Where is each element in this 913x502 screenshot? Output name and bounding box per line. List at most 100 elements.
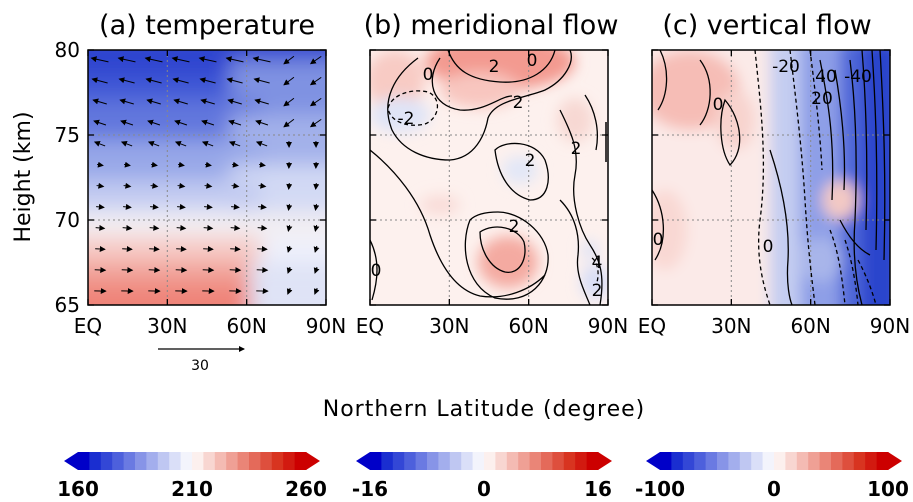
panel-b-contour-labels: 0 2 -2 2 0 2 2 0 2 4 2	[371, 51, 603, 301]
wind-vector	[283, 97, 295, 107]
panel-b-contours	[370, 50, 603, 305]
colorbar-swatch	[461, 452, 474, 470]
contour-label: 4	[592, 253, 603, 273]
wind-vector	[313, 287, 320, 295]
wind-vector	[286, 245, 293, 253]
y-tick-label: 75	[55, 123, 80, 147]
wind-vector	[146, 98, 161, 105]
wind-vector	[226, 77, 243, 84]
reference-vector-label: 30	[191, 358, 209, 374]
colorbar-high-triangle	[598, 452, 612, 470]
colorbar-swatch	[865, 452, 878, 470]
x-tick-label: EQ	[74, 314, 102, 338]
panel-a-title: (a) temperature	[99, 10, 315, 41]
colorbar-swatch	[575, 452, 588, 470]
wind-vector	[313, 203, 320, 211]
colorbar-label: -16	[352, 477, 388, 501]
panel-a-wind-vectors	[90, 55, 322, 295]
colorbar-swatch	[484, 452, 496, 470]
wind-vector	[253, 77, 270, 84]
contour-label: 2	[525, 151, 536, 171]
wind-vector	[255, 119, 269, 126]
wind-vector	[177, 161, 185, 168]
colorbar-label: 260	[285, 477, 327, 501]
wind-vector	[119, 98, 134, 105]
colorbar-swatch	[381, 452, 394, 470]
wind-vector	[123, 161, 131, 168]
panel-b-title: (b) meridional flow	[364, 10, 619, 41]
panel-c-field	[652, 50, 890, 305]
wind-vector	[93, 119, 107, 126]
wind-vector	[204, 203, 213, 210]
colorbar-label: 16	[584, 477, 612, 501]
y-tick-label: 80	[55, 38, 80, 62]
colorbar-swatch	[180, 452, 193, 470]
colorbar-swatch	[294, 452, 307, 470]
x-tick-label: 60N	[508, 314, 548, 338]
wind-vector	[173, 98, 188, 105]
x-tick-label: 30N	[147, 314, 187, 338]
contour-label: -20	[772, 57, 800, 77]
colorbar-swatch	[694, 452, 707, 470]
wind-vector	[201, 141, 214, 147]
colorbar-swatch	[808, 452, 821, 470]
x-tick-label: 30N	[711, 314, 751, 338]
colorbar-swatch	[751, 452, 764, 470]
colorbar-swatch	[660, 452, 672, 470]
colorbar-swatch	[518, 452, 531, 470]
wind-vector	[286, 224, 293, 232]
colorbar-swatch	[415, 452, 428, 470]
wind-vector	[123, 203, 132, 210]
wind-vector	[92, 98, 107, 105]
panel-b-frame	[369, 49, 609, 306]
x-tick-label: 30N	[429, 314, 469, 338]
wind-vector	[286, 203, 293, 211]
wind-vector	[117, 56, 136, 63]
colorbar-swatch	[853, 452, 866, 470]
wind-vector	[150, 182, 159, 189]
wind-vector	[258, 161, 266, 168]
wind-vector	[95, 245, 106, 252]
wind-vector	[313, 182, 320, 190]
wind-vector	[258, 203, 267, 210]
wind-vector	[309, 97, 322, 107]
colorbar-swatch	[449, 452, 462, 470]
colorbar-swatch	[112, 452, 125, 470]
panel-b-dashed-contours	[387, 90, 599, 286]
colorbar-swatch	[728, 452, 741, 470]
x-tick-label: 90N	[870, 314, 910, 338]
wind-vector	[257, 224, 268, 231]
wind-vector	[144, 56, 163, 63]
colorbar-label: 0	[767, 477, 781, 501]
colorbar-swatch	[135, 452, 147, 470]
colorbar-swatch	[192, 452, 204, 470]
wind-vector	[230, 245, 241, 252]
contour-label: 0	[653, 230, 664, 250]
contour-label: 2	[592, 281, 603, 301]
colorbar-swatch	[842, 452, 855, 470]
x-tick-label: EQ	[356, 314, 384, 338]
colorbar-label: 100	[867, 477, 909, 501]
wind-vector	[227, 98, 242, 105]
colorbar-label: -100	[635, 477, 685, 501]
wind-vector	[254, 98, 269, 105]
colorbar-swatch	[541, 452, 553, 470]
wind-vector	[258, 182, 267, 189]
wind-vector	[225, 56, 244, 63]
wind-vector	[309, 118, 322, 128]
colorbar-2: -16 0 16	[352, 452, 612, 501]
colorbar-swatch	[472, 452, 485, 470]
wind-vector	[203, 224, 214, 231]
colorbar-swatch	[717, 452, 729, 470]
wind-vector	[228, 141, 241, 147]
wind-vector	[93, 141, 106, 147]
wind-vector	[96, 161, 104, 168]
wind-vector	[174, 119, 188, 126]
contour-label: 40	[815, 67, 837, 87]
x-tick-label: 90N	[588, 314, 628, 338]
contour-label: 0	[527, 51, 538, 71]
wind-vector	[231, 182, 240, 189]
colorbar-high-triangle	[306, 452, 320, 470]
wind-vector	[176, 245, 187, 252]
wind-vector	[313, 266, 320, 274]
